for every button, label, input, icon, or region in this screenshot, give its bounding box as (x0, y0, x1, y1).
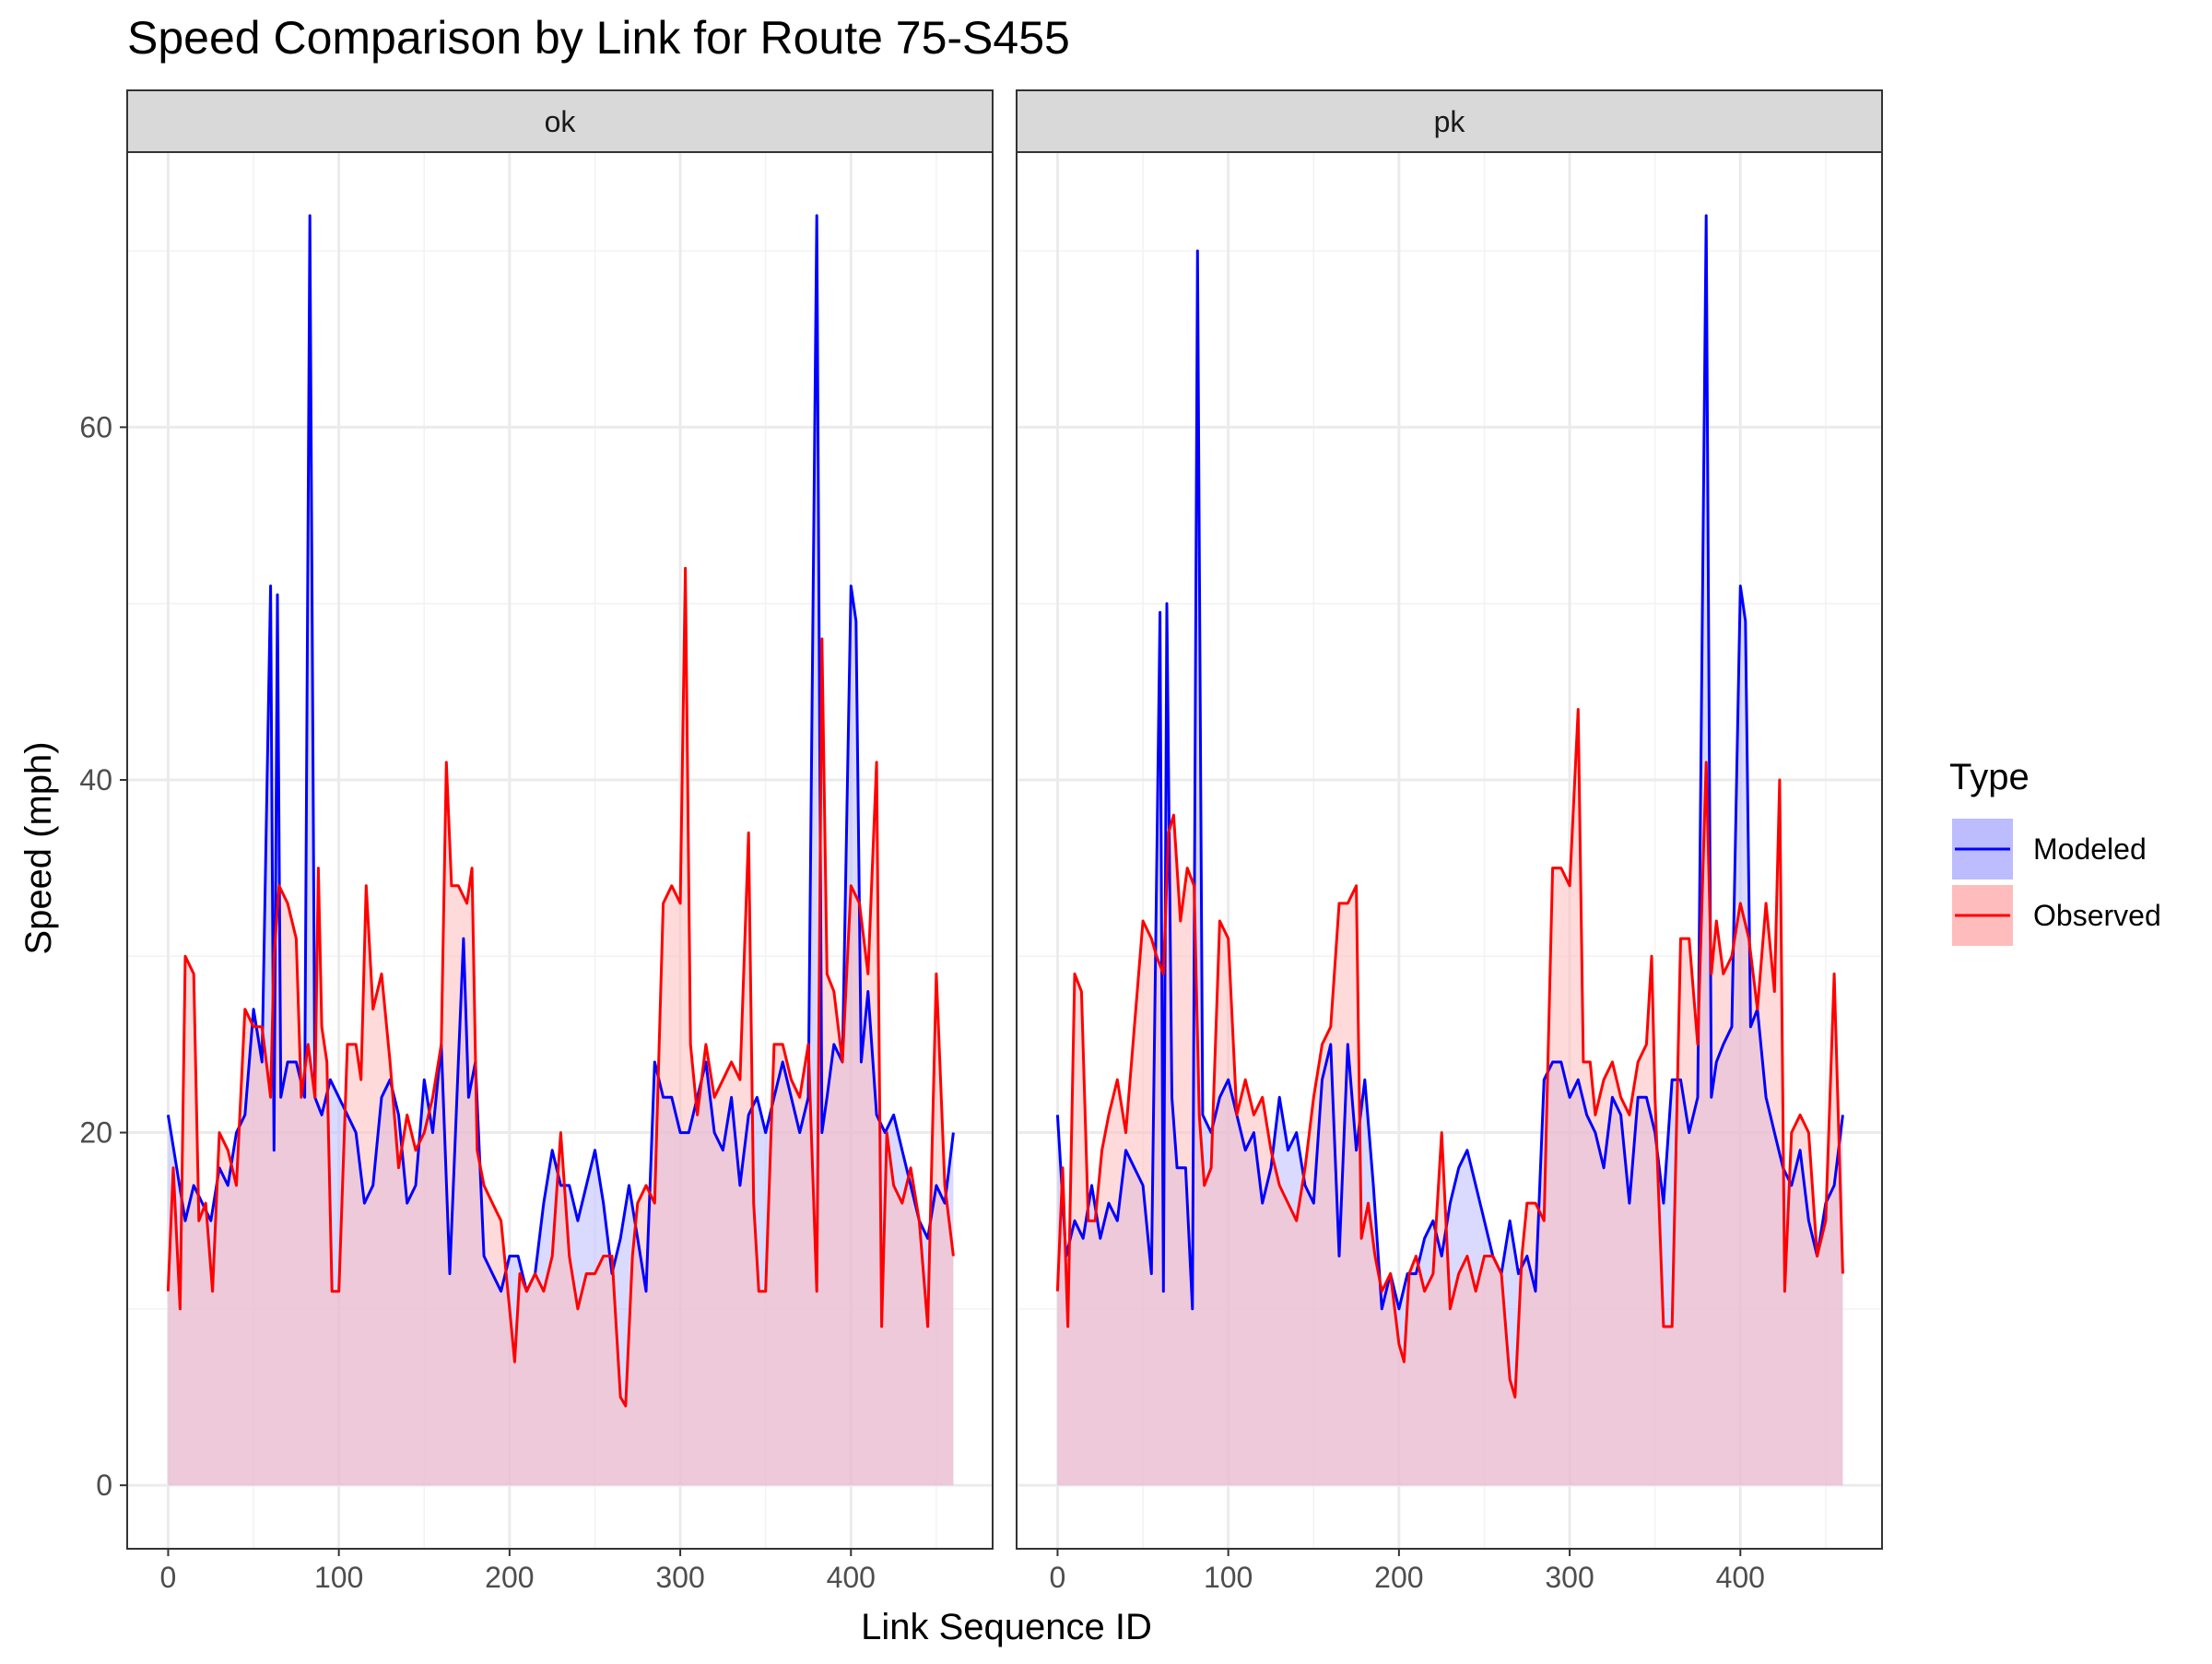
panel-border (1016, 151, 1883, 1550)
facet-strip-pk (1016, 89, 1883, 153)
line-observed-ok (166, 566, 955, 1408)
line-observed-pk (1055, 708, 1844, 1398)
y-tick-label: 60 (79, 410, 112, 443)
x-tick-label: 400 (1716, 1561, 1765, 1594)
legend: Type Modeled Observed (1949, 757, 2161, 946)
y-axis-label: Speed (mph) (18, 741, 59, 954)
facet-label-pk: pk (1434, 105, 1466, 138)
panel-ok: ok 0 100 200 300 400 0 20 40 60 (79, 89, 994, 1594)
x-tick-label: 100 (314, 1561, 363, 1594)
x-tick-label: 0 (1050, 1561, 1066, 1594)
chart-title: Speed Comparison by Link for Route 75-S4… (127, 12, 1070, 64)
area-observed-ok (168, 568, 954, 1486)
area-modeled-ok (168, 215, 954, 1486)
x-tick-label: 400 (827, 1561, 876, 1594)
legend-items: Modeled Observed (1952, 819, 2161, 946)
x-tick-label: 100 (1204, 1561, 1253, 1594)
x-tick-label: 200 (1374, 1561, 1423, 1594)
panel-border (126, 151, 994, 1550)
y-tick-label: 40 (79, 763, 112, 797)
x-axis-label: Link Sequence ID (861, 1607, 1152, 1647)
x-tick-label: 300 (1545, 1561, 1594, 1594)
legend-label-observed: Observed (2033, 899, 2161, 932)
y-tick-label: 0 (96, 1469, 112, 1502)
x-tick-label: 200 (485, 1561, 534, 1594)
legend-item-modeled: Modeled (1952, 819, 2147, 879)
legend-label-modeled: Modeled (2033, 832, 2147, 866)
legend-title: Type (1949, 757, 2030, 797)
panel-pk: pk 0 100 200 300 400 (1016, 89, 1883, 1594)
legend-item-observed: Observed (1952, 885, 2161, 946)
x-tick-label: 0 (160, 1561, 177, 1594)
area-observed-pk (1057, 709, 1843, 1486)
facet-label-ok: ok (545, 105, 577, 138)
facet-strip-ok (126, 89, 994, 153)
panels-layer: ok 0 100 200 300 400 0 20 40 60 pk 0 100 200 300 400 (79, 89, 1883, 1594)
line-modeled-ok (166, 214, 955, 1293)
x-tick-label: 300 (655, 1561, 704, 1594)
y-tick-label: 20 (79, 1116, 112, 1150)
